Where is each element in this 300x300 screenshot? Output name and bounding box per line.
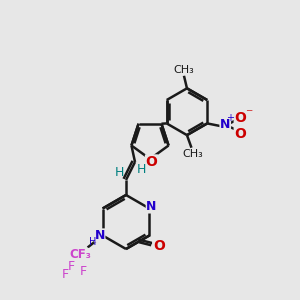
Text: O: O bbox=[234, 111, 246, 125]
Text: CF₃: CF₃ bbox=[69, 248, 91, 262]
Text: F: F bbox=[80, 265, 87, 278]
Text: F: F bbox=[61, 268, 69, 281]
Text: H: H bbox=[115, 166, 124, 179]
Text: O: O bbox=[153, 239, 165, 253]
Text: H: H bbox=[89, 237, 97, 247]
Text: N: N bbox=[94, 229, 105, 242]
Text: N: N bbox=[146, 200, 157, 213]
Text: CH₃: CH₃ bbox=[183, 149, 203, 159]
Text: O: O bbox=[146, 155, 158, 169]
Text: H: H bbox=[137, 163, 146, 176]
Text: +: + bbox=[226, 113, 234, 123]
Text: CH₃: CH₃ bbox=[174, 65, 194, 75]
Text: F: F bbox=[68, 260, 75, 274]
Text: O: O bbox=[234, 127, 246, 141]
Text: N: N bbox=[220, 118, 230, 131]
Text: ⁻: ⁻ bbox=[245, 107, 253, 122]
